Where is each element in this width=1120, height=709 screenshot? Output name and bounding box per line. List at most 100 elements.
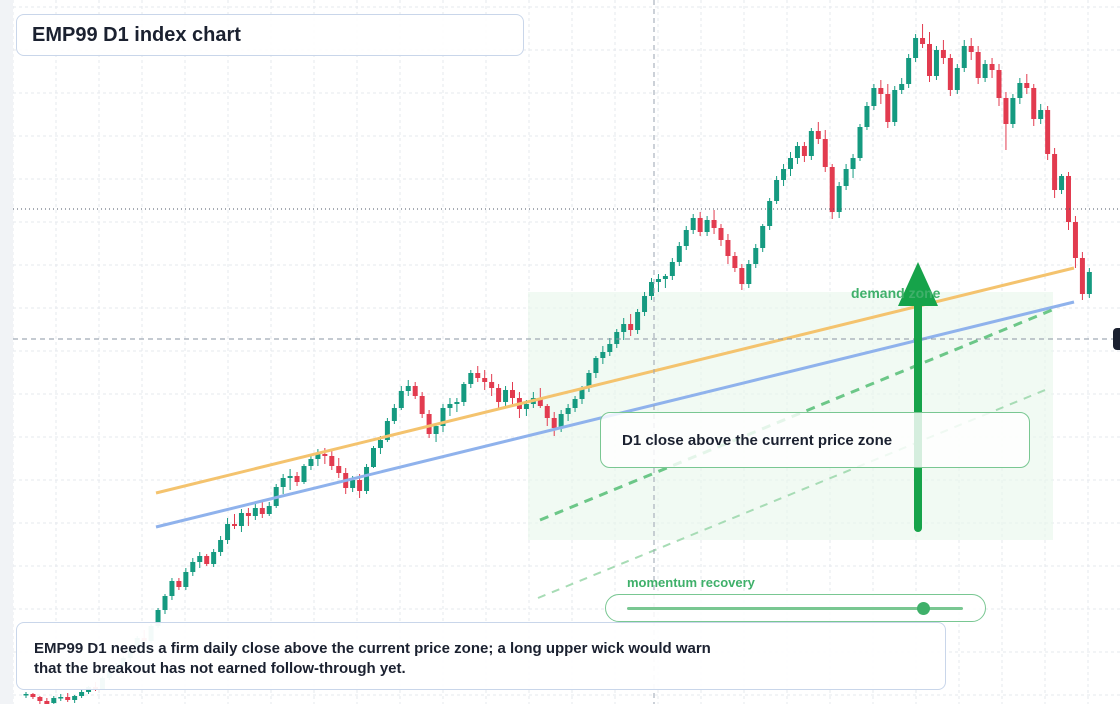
demand-zone-label: demand zone [851, 285, 941, 301]
candle-body [475, 373, 481, 378]
candle-body [537, 398, 543, 406]
candle [37, 696, 43, 704]
candle [947, 54, 953, 96]
candle [454, 398, 460, 412]
candle [961, 40, 967, 72]
breakout-callout: D1 close above the current price zone [600, 412, 1030, 468]
candle-body [204, 556, 210, 564]
candle-body [815, 131, 821, 139]
candle-body [794, 146, 800, 158]
candle-body [968, 46, 974, 52]
candle-body [79, 692, 85, 696]
candle-body [669, 262, 675, 276]
candle [642, 292, 648, 316]
candle-body [718, 228, 724, 240]
momentum-slider-handle[interactable] [916, 602, 930, 615]
candle [669, 258, 675, 280]
title-panel: EMP99 D1 index chart [16, 14, 524, 56]
candle-body [655, 279, 661, 282]
candle-body [725, 240, 731, 256]
candle [211, 549, 217, 567]
candle [600, 346, 606, 364]
candle [503, 386, 509, 406]
analysis-note: EMP99 D1 needs a firm daily close above … [16, 622, 946, 690]
candle [801, 142, 807, 162]
candle-body [1024, 83, 1030, 88]
candle [697, 212, 703, 236]
candle [683, 226, 689, 250]
candle [760, 224, 766, 252]
candle [906, 54, 912, 88]
candle [496, 384, 502, 408]
candle-body [920, 38, 926, 44]
candle [1079, 252, 1085, 300]
candle-body [996, 70, 1002, 98]
candle [308, 454, 314, 470]
momentum-slider[interactable] [605, 594, 986, 622]
candle-body [642, 296, 648, 312]
candle [1066, 172, 1071, 230]
callout-text: D1 close above the current price zone [622, 431, 893, 449]
candle-body [1052, 154, 1058, 190]
candle [412, 382, 418, 399]
candle-body [44, 701, 50, 704]
candle [1010, 94, 1016, 128]
candle-body [614, 332, 620, 344]
candle-body [649, 282, 654, 296]
candle [989, 58, 995, 78]
candle-body [419, 396, 425, 414]
candle [391, 404, 397, 424]
candle [329, 450, 335, 470]
candle [871, 84, 877, 110]
candle-body [23, 694, 29, 696]
candle [79, 690, 85, 698]
candle [468, 370, 474, 388]
candle [704, 216, 710, 236]
candle [44, 698, 50, 706]
chart-title: EMP99 D1 index chart [32, 23, 241, 46]
candle-body [774, 180, 780, 201]
candle [447, 398, 453, 416]
candle-body [683, 230, 689, 246]
candle-body [711, 220, 717, 228]
candle [982, 60, 988, 82]
left-scroll-strip[interactable] [0, 0, 13, 704]
candle [489, 374, 495, 396]
candle [72, 695, 78, 703]
candle-body [489, 382, 495, 388]
candle-body [412, 386, 418, 396]
price-axis-tag[interactable] [1113, 328, 1120, 350]
candle [913, 34, 919, 62]
candle [788, 152, 793, 176]
candle-body [565, 408, 571, 414]
candle [920, 24, 926, 48]
candle-body [211, 552, 217, 564]
candle [510, 382, 515, 404]
candle-body [572, 399, 578, 408]
candle-body [781, 169, 787, 180]
candle [336, 458, 342, 478]
candle [572, 396, 578, 412]
candles [23, 24, 1092, 706]
candle [933, 46, 939, 80]
candle-body [906, 58, 912, 84]
candle-body [1086, 272, 1092, 294]
candle-body [871, 88, 877, 106]
candle-body [635, 312, 641, 330]
candle [794, 142, 800, 164]
candle-body [287, 476, 293, 478]
candle-body [58, 697, 64, 699]
candle [808, 128, 814, 160]
note-line-1: EMP99 D1 needs a firm daily close above … [34, 640, 711, 657]
candle [1045, 106, 1051, 160]
candle [176, 578, 182, 590]
candle-body [704, 220, 710, 232]
candle-body [523, 404, 529, 409]
candle-body [482, 378, 488, 382]
candle [190, 558, 196, 576]
candle [975, 46, 981, 84]
candle [197, 552, 203, 568]
candle-body [461, 384, 467, 402]
candle [753, 244, 759, 268]
candle [885, 84, 891, 128]
